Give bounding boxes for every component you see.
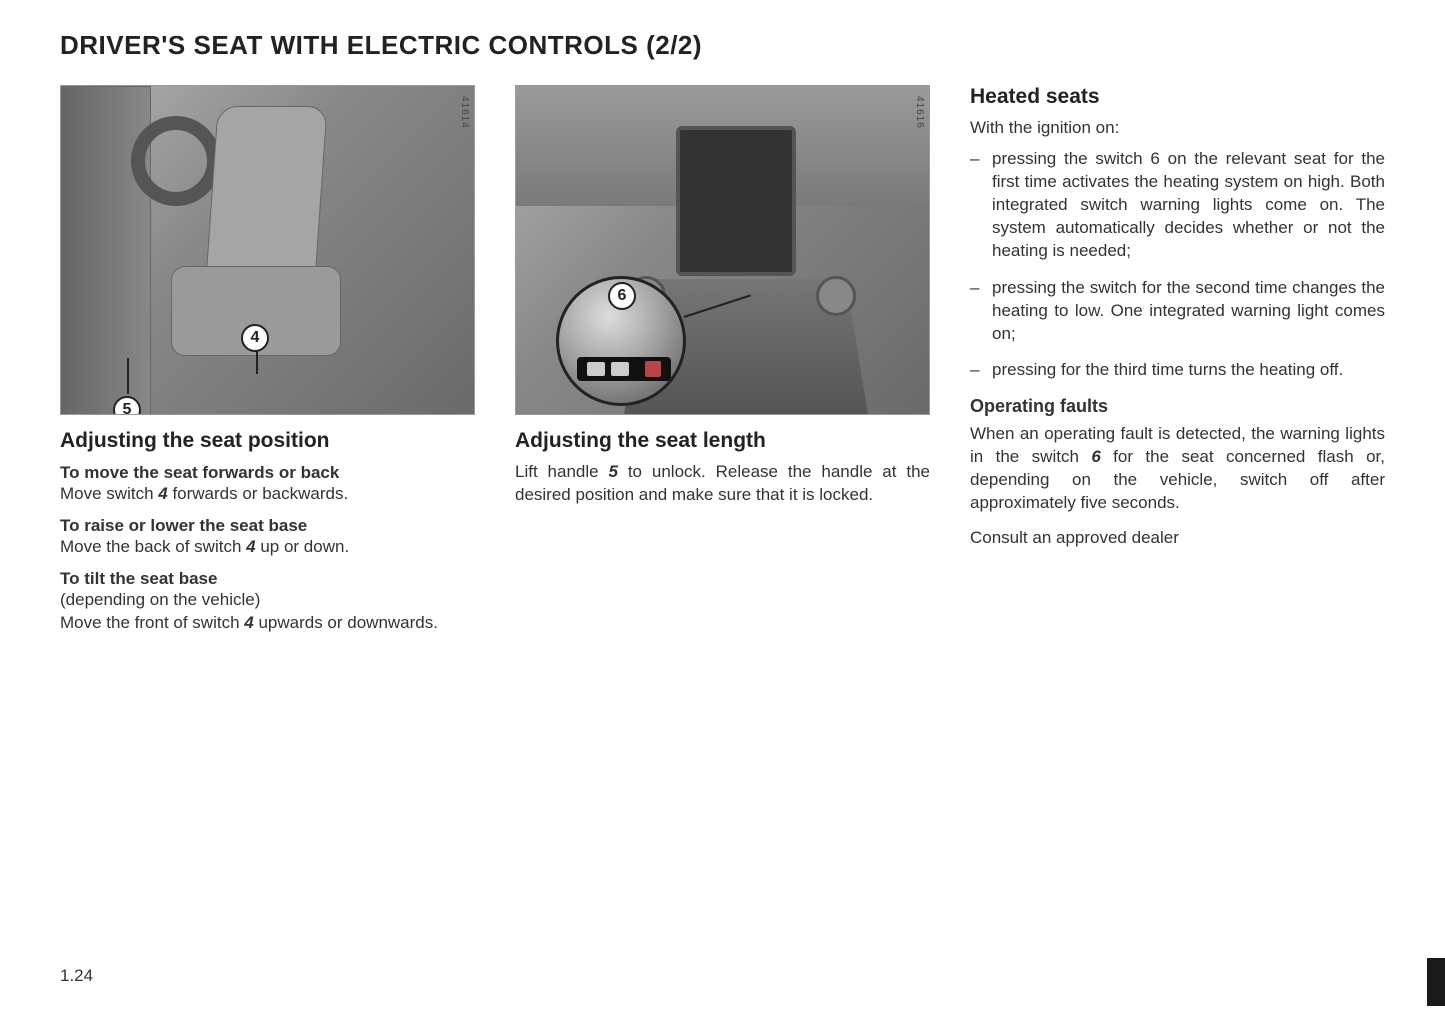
txt: Move the back of switch (60, 537, 246, 556)
text-tilt: Move the front of switch 4 upwards or do… (60, 612, 475, 635)
ref-4a: 4 (158, 484, 167, 503)
ref-4b: 4 (246, 537, 255, 556)
figure-ref-1: 41614 (459, 96, 470, 129)
callout-4: 4 (241, 324, 269, 352)
ref-6a: 6 (1150, 149, 1159, 168)
ref-5: 5 (608, 462, 617, 481)
ref-4c: 4 (244, 613, 253, 632)
txt: Lift handle (515, 462, 608, 481)
column-1: 41614 4 5 Adjusting the seat position To… (60, 85, 475, 635)
text-tilt-depends: (depending on the vehicle) (60, 589, 475, 612)
txt: pressing the switch (992, 149, 1150, 168)
txt: Move the front of switch (60, 613, 244, 632)
text-seat-length: Lift handle 5 to unlock. Release the han… (515, 461, 930, 507)
sub-raise-lower: To raise or lower the seat base (60, 516, 475, 536)
text-ignition: With the ignition on: (970, 117, 1385, 140)
txt: forwards or backwards. (168, 484, 348, 503)
txt: upwards or downwards. (254, 613, 438, 632)
text-move-forward: Move switch 4 forwards or backwards. (60, 483, 475, 506)
text-operating-faults: When an operating fault is detected, the… (970, 423, 1385, 515)
shape-heated-seat-switch (577, 357, 671, 381)
sub-tilt: To tilt the seat base (60, 569, 475, 589)
heading-seat-position: Adjusting the seat position (60, 429, 475, 453)
heated-seat-icon (645, 361, 661, 377)
shape-center-screen (676, 126, 796, 276)
shape-steering-wheel (131, 116, 221, 206)
leader-5 (127, 358, 129, 394)
column-3: Heated seats With the ignition on: press… (970, 85, 1385, 635)
page-title: DRIVER'S SEAT WITH ELECTRIC CONTROLS (2/… (60, 30, 1385, 61)
heading-heated-seats: Heated seats (970, 85, 1385, 109)
page-tab-marker (1427, 958, 1445, 1006)
callout-6: 6 (608, 282, 636, 310)
content-columns: 41614 4 5 Adjusting the seat position To… (60, 85, 1385, 635)
figure-ref-2: 41616 (914, 96, 925, 129)
shape-vent-right (816, 276, 856, 316)
figure-dashboard: 41616 6 (515, 85, 930, 415)
text-consult-dealer: Consult an approved dealer (970, 527, 1385, 550)
sub-move-forward: To move the seat forwards or back (60, 463, 475, 483)
ref-6b: 6 (1091, 447, 1100, 466)
list-item-press-3: pressing for the third time turns the he… (970, 359, 1385, 382)
heading-operating-faults: Operating faults (970, 396, 1385, 417)
list-item-press-2: pressing the switch for the second time … (970, 277, 1385, 346)
heated-seats-list: pressing the switch 6 on the relevant se… (970, 148, 1385, 382)
text-raise-lower: Move the back of switch 4 up or down. (60, 536, 475, 559)
txt: Move switch (60, 484, 158, 503)
heading-seat-length: Adjusting the seat length (515, 429, 930, 453)
page-number: 1.24 (60, 966, 93, 986)
txt: up or down. (256, 537, 350, 556)
figure-seat-controls: 41614 4 5 (60, 85, 475, 415)
column-2: 41616 6 Adjusting the seat length Lift h… (515, 85, 930, 635)
list-item-press-1: pressing the switch 6 on the relevant se… (970, 148, 1385, 263)
